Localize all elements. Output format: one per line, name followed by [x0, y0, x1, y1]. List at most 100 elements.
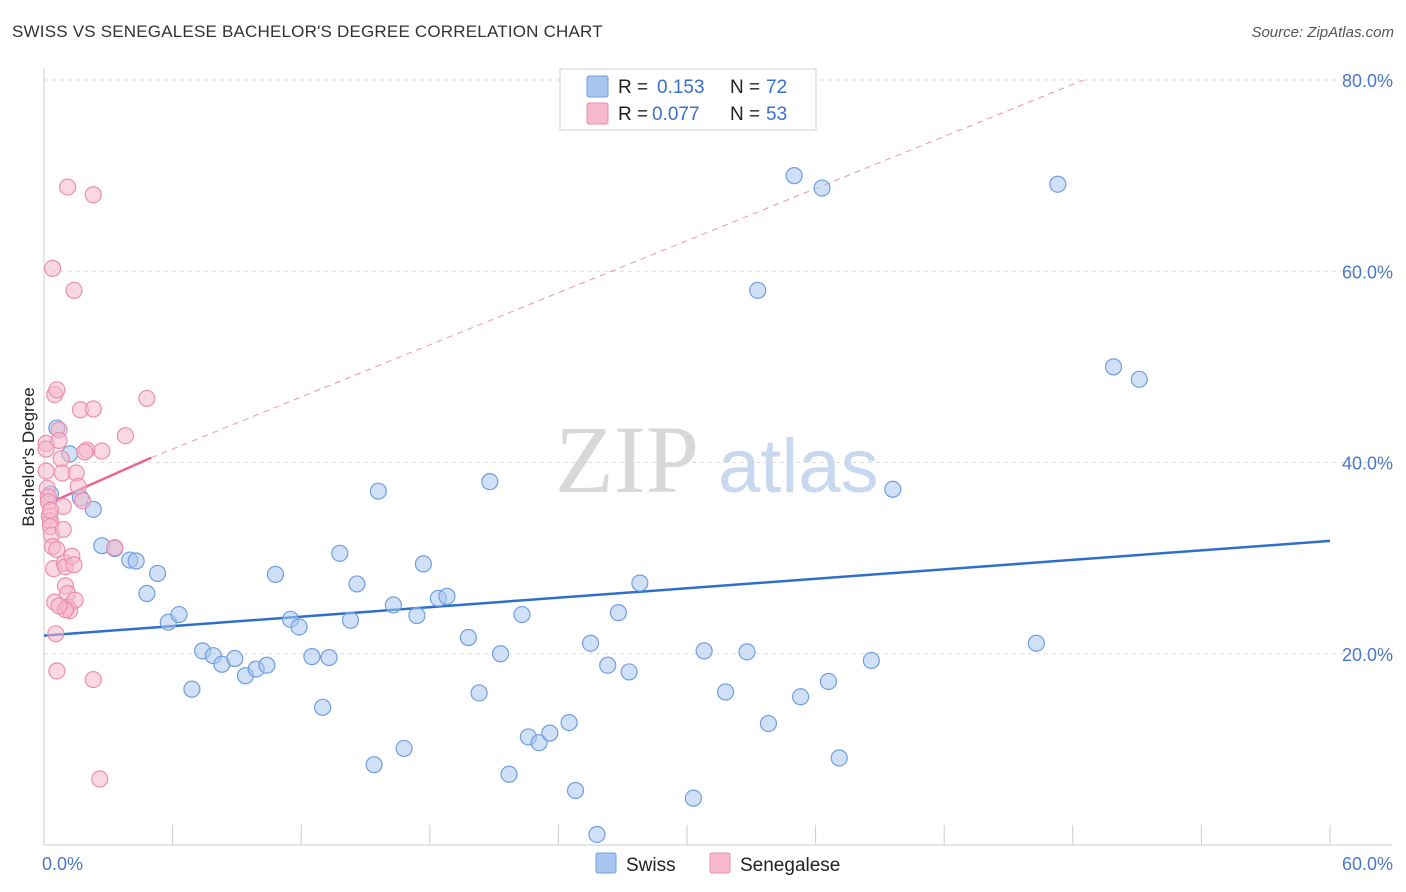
bottom-legend-swiss: Swiss: [626, 855, 676, 876]
point-swiss-27: [331, 544, 349, 562]
legend-swiss-n-label: N =: [730, 77, 760, 98]
watermark: ZIP atlas: [555, 406, 879, 513]
point-swiss-43: [513, 605, 531, 624]
point-swiss-61: [785, 167, 803, 185]
point-senegalese-40: [84, 186, 102, 204]
point-senegalese-14: [48, 662, 66, 680]
point-swiss-46: [541, 724, 559, 742]
point-senegalese-33: [50, 597, 68, 615]
point-swiss-35: [414, 555, 432, 573]
point-senegalese-41: [84, 400, 102, 418]
point-senegalese-34: [58, 178, 77, 196]
point-senegalese-47: [138, 389, 156, 408]
point-senegalese-48: [76, 443, 94, 461]
points-layer: [37, 167, 1148, 844]
point-swiss-21: [266, 565, 285, 583]
point-senegalese-2: [37, 462, 55, 480]
legend-senegalese-n-value: 53: [766, 104, 787, 125]
legend-swiss-r-label: R =: [618, 77, 648, 98]
chart-title: SWISS VS SENEGALESE BACHELOR'S DEGREE CO…: [12, 22, 603, 41]
point-swiss-62: [791, 688, 810, 706]
point-swiss-57: [716, 683, 735, 701]
point-swiss-26: [320, 648, 338, 667]
point-senegalese-44: [93, 442, 111, 460]
point-swiss-10: [148, 564, 167, 583]
point-senegalese-13: [47, 625, 65, 643]
point-senegalese-49: [41, 501, 60, 519]
point-senegalese-52: [48, 540, 66, 559]
source-label: Source: ZipAtlas.com: [1251, 24, 1394, 41]
bottom-legend-swatch-swiss: [595, 852, 617, 874]
point-senegalese-17: [48, 381, 66, 399]
point-swiss-32: [384, 596, 402, 614]
point-swiss-49: [581, 634, 600, 652]
point-swiss-24: [303, 648, 321, 666]
legend-senegalese-r-value: 0.077: [652, 104, 700, 125]
legend-swiss-n-value: 72: [766, 77, 787, 98]
point-swiss-66: [862, 651, 880, 670]
legend-swatch-senegalese: [586, 102, 609, 125]
point-swiss-60: [759, 714, 778, 733]
watermark-zip: ZIP: [555, 406, 699, 513]
point-senegalese-42: [84, 670, 102, 689]
point-senegalese-37: [69, 477, 87, 496]
point-swiss-42: [500, 765, 518, 783]
point-swiss-70: [1104, 358, 1123, 376]
point-senegalese-43: [91, 770, 109, 788]
trend-line-senegalese-solid-1: [43, 456, 152, 507]
point-swiss-58: [738, 643, 756, 661]
point-swiss-65: [830, 749, 848, 767]
point-swiss-50: [588, 825, 606, 844]
legend-swatch-swiss: [586, 75, 609, 98]
watermark-atlas: atlas: [718, 424, 879, 509]
point-swiss-23: [290, 618, 308, 636]
point-swiss-40: [481, 473, 499, 491]
point-swiss-54: [631, 574, 649, 592]
point-swiss-8: [127, 552, 145, 570]
point-senegalese-30: [65, 556, 83, 574]
point-senegalese-51: [73, 492, 92, 510]
legend-swiss-r-value: 0.153: [657, 77, 705, 98]
trend-line-swiss-solid-0: [43, 539, 1331, 637]
point-swiss-31: [369, 482, 387, 500]
point-senegalese-46: [116, 427, 135, 445]
grid-layer: [44, 79, 1392, 655]
point-swiss-38: [459, 628, 477, 647]
x-tick-label-min: 0.0%: [42, 854, 83, 874]
point-swiss-56: [695, 642, 713, 660]
legend-box: R = 0.153 N = 72 R = 0.077 N = 53: [559, 68, 817, 131]
point-swiss-51: [599, 656, 617, 674]
point-swiss-69: [1049, 175, 1067, 193]
legend-senegalese-n-label: N =: [730, 104, 760, 125]
y-axis-label: Bachelor's Degree: [19, 387, 38, 526]
y-tick-label-60: 60.0%: [1342, 262, 1393, 282]
point-swiss-37: [438, 587, 456, 605]
point-swiss-59: [749, 281, 767, 299]
point-swiss-20: [258, 656, 276, 674]
point-swiss-63: [813, 179, 831, 197]
y-tick-label-80: 80.0%: [1342, 71, 1393, 91]
point-swiss-41: [491, 645, 510, 663]
point-swiss-55: [684, 789, 703, 807]
point-swiss-39: [470, 684, 488, 702]
point-swiss-48: [566, 781, 585, 800]
point-swiss-45: [530, 734, 548, 752]
point-swiss-64: [819, 672, 838, 691]
y-tick-label-40: 40.0%: [1342, 454, 1393, 474]
point-swiss-13: [183, 680, 201, 698]
point-swiss-47: [560, 713, 578, 732]
point-senegalese-19: [50, 431, 68, 450]
bottom-legend-swatch-senegalese: [709, 852, 731, 874]
point-swiss-12: [170, 605, 188, 624]
point-senegalese-15: [43, 259, 62, 277]
point-swiss-9: [138, 584, 156, 603]
point-senegalese-20: [52, 450, 70, 468]
trend-layer: [43, 79, 1331, 637]
point-senegalese-45: [106, 539, 124, 557]
trend-line-senegalese-dashed-2: [150, 79, 1084, 459]
point-senegalese-35: [65, 281, 83, 299]
point-swiss-67: [884, 480, 902, 498]
point-swiss-53: [620, 663, 638, 681]
point-senegalese-50: [54, 520, 72, 539]
